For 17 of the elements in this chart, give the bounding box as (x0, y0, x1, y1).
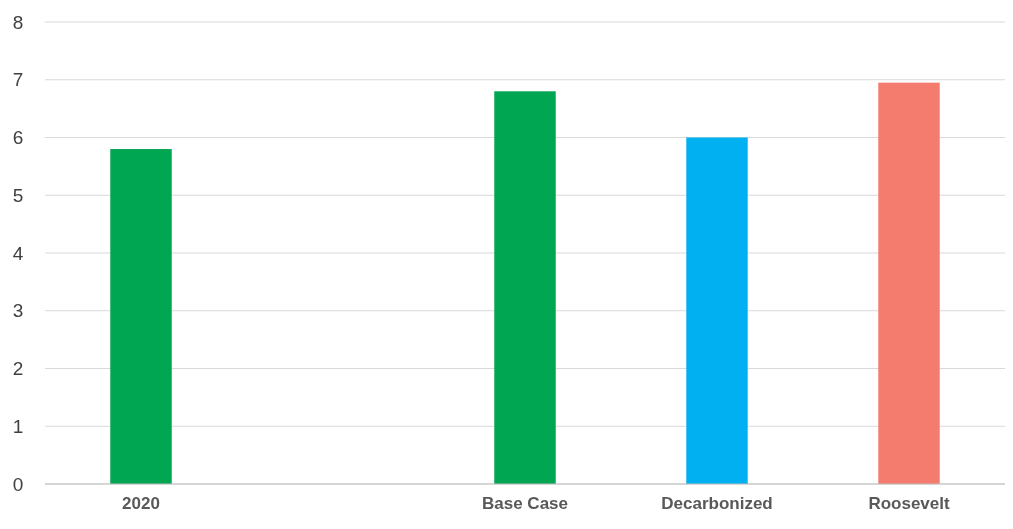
bar (110, 149, 172, 484)
y-tick-label: 3 (12, 300, 24, 322)
y-tick-label: 0 (12, 473, 24, 495)
x-tick-label: Base Case (481, 494, 569, 514)
y-tick-label: 4 (12, 242, 24, 264)
bar (878, 82, 940, 484)
x-tick-label: 2020 (122, 494, 160, 514)
y-tick-label: 6 (12, 127, 24, 149)
y-tick-label: 1 (12, 415, 24, 437)
x-tick-label: Roosevelt (868, 494, 950, 514)
bar (686, 137, 748, 484)
y-tick-label: 5 (12, 184, 24, 206)
x-tick-label: Decarbonized (661, 494, 773, 514)
y-tick-label: 2 (12, 358, 24, 380)
bar (494, 91, 556, 484)
y-tick-label: 7 (12, 69, 24, 91)
y-tick-label: 8 (12, 11, 24, 33)
